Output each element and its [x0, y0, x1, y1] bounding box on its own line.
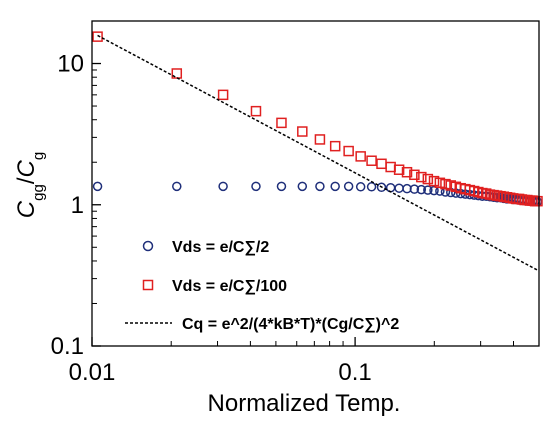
data-point-vds-hundredth	[409, 169, 420, 181]
data-point-vds-half	[315, 181, 325, 192]
y-axis-label: Cgg/Cg	[13, 152, 47, 218]
data-point-vds-hundredth	[376, 158, 387, 170]
legend-label-vds-half: Vds = e/C∑/2	[172, 239, 269, 256]
plot-frame	[91, 20, 540, 347]
data-point-vds-hundredth	[355, 151, 366, 162]
series-cq-line	[97, 34, 540, 272]
data-point-vds-half	[416, 184, 427, 195]
x-axis-label: Normalized Temp.	[208, 390, 401, 417]
data-point-vds-hundredth	[92, 31, 103, 42]
data-point-vds-hundredth	[422, 173, 434, 185]
data-point-vds-hundredth	[385, 161, 396, 173]
data-point-vds-half	[376, 182, 387, 193]
data-point-vds-half	[218, 181, 228, 192]
data-point-vds-hundredth	[329, 140, 341, 152]
legend-label-cq: Cq = e^2/(4*kB*T)*(Cg/C∑)^2	[182, 316, 399, 333]
data-point-vds-half	[172, 181, 182, 192]
data-point-vds-half	[297, 181, 308, 192]
data-point-vds-hundredth	[171, 68, 183, 79]
data-point-vds-half	[429, 185, 439, 196]
legend-item-vds-half: Vds = e/C∑/2	[142, 239, 269, 256]
x-tick-label: 0.01	[69, 359, 116, 386]
legend-label-vds-hundredth: Vds = e/C∑/100	[172, 278, 287, 295]
data-point-vds-half	[92, 181, 103, 192]
data-point-vds-half	[394, 183, 404, 193]
data-point-vds-hundredth	[276, 117, 287, 129]
data-point-vds-hundredth	[314, 134, 326, 145]
data-point-vds-half	[366, 182, 377, 192]
data-point-vds-hundredth	[532, 195, 543, 207]
data-point-vds-hundredth	[250, 105, 262, 117]
data-point-vds-hundredth	[480, 188, 492, 199]
legend-item-cq: Cq = e^2/(4*kB*T)*(Cg/C∑)^2	[125, 316, 399, 333]
data-point-vds-half	[343, 181, 354, 192]
legend-item-vds-hundredth: Vds = e/C∑/100	[142, 278, 287, 295]
series-layer	[92, 31, 543, 272]
legend-marker-square	[142, 279, 154, 291]
data-point-vds-half	[251, 181, 261, 192]
data-point-vds-half	[409, 184, 420, 194]
data-point-vds-half	[276, 181, 287, 192]
data-point-vds-hundredth	[366, 155, 377, 166]
data-point-vds-hundredth	[343, 145, 354, 157]
legend-marker-circle	[142, 240, 154, 252]
data-point-vds-half	[330, 181, 340, 192]
data-point-vds-hundredth	[428, 175, 440, 187]
x-tick-label: 0.1	[338, 359, 371, 386]
data-point-vds-hundredth	[297, 126, 308, 137]
data-point-vds-hundredth	[217, 89, 229, 101]
data-point-vds-hundredth	[440, 178, 451, 190]
data-point-vds-half	[423, 185, 433, 195]
data-point-vds-hundredth	[416, 171, 427, 183]
data-point-vds-hundredth	[434, 177, 446, 189]
data-point-vds-half	[385, 182, 396, 193]
data-point-vds-hundredth	[401, 166, 413, 178]
y-tick-label: 10	[57, 51, 84, 78]
y-tick-label: 1	[71, 192, 84, 219]
data-point-vds-hundredth	[393, 164, 405, 175]
data-point-vds-half	[355, 182, 366, 192]
legend: Vds = e/C∑/2 Vds = e/C∑/100 Cq = e^2/(4*…	[125, 239, 399, 333]
y-tick-label: 0.1	[51, 333, 84, 360]
